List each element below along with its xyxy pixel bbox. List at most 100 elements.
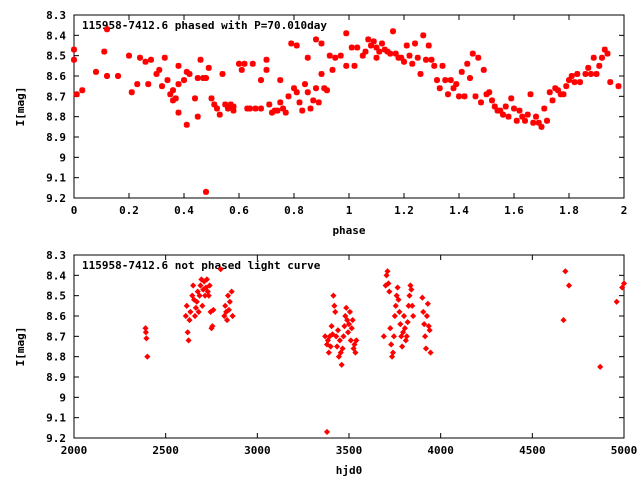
data-point [348, 44, 355, 51]
data-point [577, 79, 583, 86]
data-point [199, 302, 206, 309]
data-point [420, 32, 427, 39]
data-point [226, 298, 233, 305]
data-point [195, 308, 202, 315]
data-point [486, 89, 493, 96]
phased-chart-title: 115958-7412.6 phased with P=70.010day [82, 19, 327, 32]
data-point [205, 292, 212, 299]
unphased-y-tick-label: 9.1 [46, 412, 66, 425]
data-point [137, 54, 143, 61]
data-point [387, 325, 394, 332]
data-point [313, 85, 319, 92]
data-point [228, 288, 235, 295]
data-point [145, 81, 152, 88]
unphased-y-tick-label: 8.6 [46, 310, 66, 323]
data-point [574, 70, 581, 77]
phased-y-tick-label: 8.7 [46, 90, 66, 103]
data-point [142, 329, 149, 336]
data-point [318, 40, 325, 47]
data-point [324, 87, 330, 94]
data-point [194, 75, 201, 82]
phased-x-axis-label: phase [332, 224, 365, 237]
data-point [202, 284, 210, 291]
data-point [134, 81, 141, 88]
data-point [277, 99, 284, 106]
data-point [221, 312, 228, 320]
data-point [203, 188, 209, 195]
phased-x-tick-label: 0.2 [119, 204, 139, 217]
data-point [330, 292, 337, 299]
data-point [407, 282, 414, 289]
data-point [164, 77, 171, 84]
data-point [337, 52, 344, 59]
data-point [196, 292, 203, 299]
data-point [423, 312, 430, 320]
data-point [464, 60, 471, 67]
data-point [183, 302, 190, 309]
data-point [403, 42, 410, 49]
data-point [519, 113, 526, 120]
data-point [343, 30, 350, 37]
data-point [388, 341, 395, 348]
data-point [566, 77, 572, 84]
data-point [497, 107, 504, 114]
data-point [144, 353, 151, 360]
data-point [310, 97, 317, 104]
data-point [508, 95, 515, 102]
data-point [182, 312, 189, 320]
unphased-light-curve-panel: 2000 2500 3000 3500 4000 4500 5000 8.3 8.4 8.5 8.6… [14, 249, 637, 477]
phased-y-axis-label: I[mag] [14, 87, 27, 127]
data-point [385, 280, 392, 287]
data-point [161, 54, 168, 61]
data-point [373, 54, 380, 61]
data-point [203, 75, 209, 82]
data-point [533, 113, 539, 120]
data-point [175, 109, 182, 116]
phased-y-tick-label: 8.9 [46, 131, 66, 144]
data-point [613, 298, 620, 305]
data-point [285, 93, 292, 100]
phased-y-tick-label: 8.3 [46, 9, 66, 22]
data-point [421, 321, 428, 328]
data-point [601, 46, 608, 53]
data-point [386, 288, 393, 295]
data-point [325, 349, 332, 356]
data-point [560, 91, 567, 98]
data-point [210, 306, 217, 313]
data-point [604, 50, 611, 57]
phased-y-tick-label: 8.6 [46, 70, 66, 83]
data-point [349, 317, 356, 324]
data-point [389, 349, 397, 356]
data-point [400, 312, 408, 320]
data-point [304, 54, 311, 61]
data-point [359, 52, 366, 59]
phased-x-tick-label: 0 [71, 204, 78, 217]
data-point [544, 117, 550, 124]
data-point [252, 105, 259, 112]
data-point [230, 107, 237, 114]
data-point [456, 93, 462, 100]
phased-x-tick-label: 0.4 [174, 204, 194, 217]
data-point [351, 341, 358, 348]
phased-x-tick-label: 0.6 [229, 204, 249, 217]
data-point [224, 292, 232, 299]
data-point [247, 105, 253, 112]
unphased-chart-title: 115958-7412.6 not phased light curve [82, 259, 321, 272]
data-point [269, 109, 275, 116]
data-point [392, 302, 399, 309]
data-point [345, 321, 353, 328]
data-point [425, 323, 432, 330]
data-point [394, 284, 401, 291]
data-point [398, 333, 405, 340]
data-point [434, 77, 440, 84]
data-point [277, 77, 284, 84]
data-point [193, 298, 200, 305]
data-point [563, 83, 570, 90]
data-point [350, 345, 357, 352]
data-point [192, 304, 199, 311]
data-point [126, 52, 132, 59]
data-point [387, 50, 394, 57]
phased-y-tick-label: 8.8 [46, 111, 66, 124]
data-point [562, 268, 569, 275]
data-point [535, 119, 542, 126]
